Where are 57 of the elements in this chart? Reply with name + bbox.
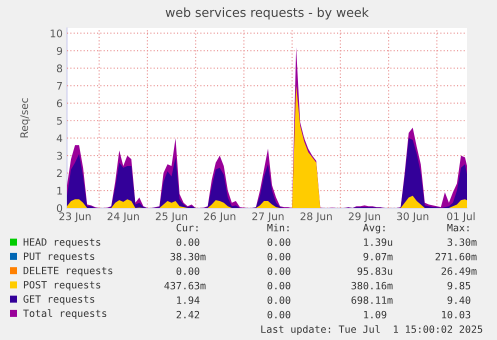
legend-label: DELETE requests — [24, 266, 112, 276]
text: 0.00 — [268, 238, 290, 246]
y-tick-label: 1 — [57, 186, 62, 194]
text: 38.30m — [170, 252, 206, 260]
y-tick-label: 3 — [57, 152, 62, 160]
text: 95.83u — [358, 267, 392, 275]
text: Min: — [267, 224, 289, 232]
text: 0.00 — [268, 282, 290, 290]
text: 9.07m — [364, 252, 393, 260]
text: 9.85 — [448, 282, 470, 290]
text: Last update: Tue Jul 1 15:00:02 2025 — [261, 325, 482, 335]
text: 380.16m — [352, 282, 393, 290]
text: 9.40 — [448, 296, 470, 304]
y-axis-title: Req/sec — [20, 98, 30, 138]
x-tick-label: 30 Jun — [397, 212, 428, 222]
chart-title: web services requests - by week — [166, 7, 369, 20]
y-tick-label: 8 — [56, 64, 62, 72]
text: 1.94 — [177, 296, 200, 304]
legend-label: POST requests — [24, 280, 100, 291]
x-tick-label: 27 Jun — [252, 212, 284, 222]
x-tick-label: 01 Jul — [447, 212, 475, 222]
text: 1.09 — [364, 310, 386, 318]
legend-label: HEAD requests — [24, 238, 100, 248]
legend-label: Total requests — [23, 309, 106, 320]
y-tick-label: 9 — [56, 46, 62, 55]
text: 0.00 — [268, 252, 290, 260]
x-tick-label: 26 Jun — [204, 212, 236, 222]
legend-label: GET requests — [24, 295, 94, 305]
text: Max: — [447, 224, 469, 232]
y-tick-label: 0 — [56, 204, 62, 212]
text: 10.03 — [442, 310, 470, 318]
text: 3.30m — [448, 238, 477, 246]
x-tick-label: 24 Jun — [108, 212, 139, 222]
x-tick-label: 23 Jun — [59, 212, 91, 222]
y-tick-label: 5 — [57, 116, 62, 125]
x-tick-label: 28 Jun — [300, 212, 332, 222]
x-tick-label: 25 Jun — [156, 212, 188, 222]
text: 0.00 — [268, 267, 290, 275]
text: 698.11m — [352, 296, 393, 304]
text: 0.00 — [268, 310, 290, 318]
y-tick-label: 4 — [56, 134, 62, 142]
text: 0.00 — [176, 267, 200, 275]
text: 271.60m — [436, 252, 477, 260]
text: 2.42 — [176, 310, 200, 318]
text: Cur: — [176, 224, 198, 232]
text: 0.00 — [268, 296, 290, 304]
x-tick-label: 29 Jun — [348, 212, 380, 222]
text: 437.63m — [164, 282, 206, 290]
text: 0.00 — [176, 238, 200, 246]
text: 26.49m — [442, 267, 477, 275]
text: Avg: — [363, 224, 385, 234]
text: 1.39u — [364, 238, 392, 246]
y-tick-label: 6 — [56, 99, 62, 108]
legend-label: PUT requests — [24, 252, 94, 262]
y-tick-label: 2 — [56, 169, 62, 178]
y-tick-label: 10 — [50, 29, 62, 38]
y-tick-label: 7 — [57, 82, 62, 90]
